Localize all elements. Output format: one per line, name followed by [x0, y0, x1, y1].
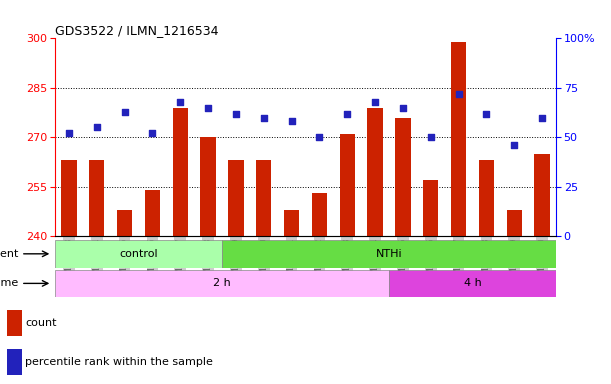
Bar [222, 240, 556, 268]
Bar [61, 161, 76, 236]
Text: GDS3522 / ILMN_1216534: GDS3522 / ILMN_1216534 [55, 24, 219, 37]
Text: 4 h: 4 h [464, 278, 481, 288]
Text: time: time [0, 278, 20, 288]
Point [342, 111, 352, 117]
Bar [367, 108, 382, 236]
Point [481, 111, 491, 117]
Bar [200, 137, 216, 236]
Text: control: control [119, 249, 158, 259]
Bar [89, 161, 104, 236]
Bar [389, 270, 556, 297]
Point [120, 109, 130, 115]
Bar [395, 118, 411, 236]
Bar [229, 161, 244, 236]
Point [231, 111, 241, 117]
Bar [55, 270, 389, 297]
Bar [117, 210, 132, 236]
Text: 2 h: 2 h [213, 278, 231, 288]
Bar [340, 134, 355, 236]
Bar [7, 349, 22, 375]
Bar [479, 161, 494, 236]
Bar [535, 154, 550, 236]
Bar [284, 210, 299, 236]
Bar [312, 193, 327, 236]
Point [315, 134, 324, 140]
Text: count: count [25, 318, 57, 328]
Point [64, 130, 74, 136]
Bar [172, 108, 188, 236]
Point [287, 118, 296, 124]
Bar [256, 161, 271, 236]
Bar [507, 210, 522, 236]
Point [510, 142, 519, 148]
Bar [7, 310, 22, 336]
Text: percentile rank within the sample: percentile rank within the sample [25, 357, 213, 367]
Point [92, 124, 101, 131]
Bar [451, 42, 466, 236]
Point [398, 104, 408, 111]
Text: agent: agent [0, 249, 20, 259]
Point [203, 104, 213, 111]
Bar [423, 180, 439, 236]
Point [370, 99, 380, 105]
Bar [55, 240, 222, 268]
Point [454, 91, 464, 97]
Point [175, 99, 185, 105]
Point [147, 130, 157, 136]
Point [537, 114, 547, 121]
Bar [145, 190, 160, 236]
Text: NTHi: NTHi [376, 249, 402, 259]
Point [426, 134, 436, 140]
Point [259, 114, 269, 121]
